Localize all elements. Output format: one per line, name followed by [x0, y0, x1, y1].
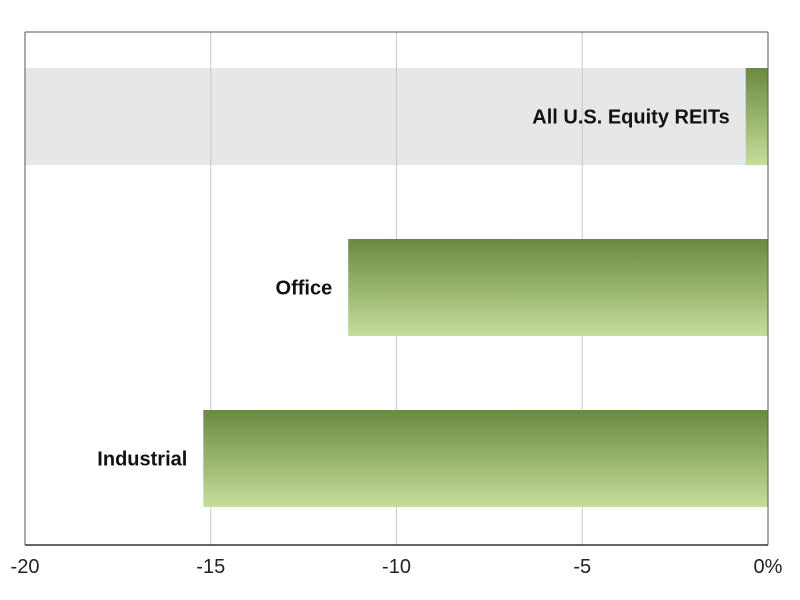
x-tick-label: 0% [754, 556, 783, 578]
x-tick-label: -20 [11, 556, 40, 578]
category-label: Office [276, 278, 333, 300]
x-tick-label: -15 [196, 556, 225, 578]
bar-industrial [203, 410, 768, 507]
category-label: Industrial [97, 449, 187, 471]
category-label: All U.S. Equity REITs [532, 107, 729, 129]
bar-all-u-s-equity-reits [745, 68, 768, 165]
x-tick-label: -10 [382, 556, 411, 578]
x-tick-label: -5 [573, 556, 591, 578]
bar-office [348, 239, 768, 336]
